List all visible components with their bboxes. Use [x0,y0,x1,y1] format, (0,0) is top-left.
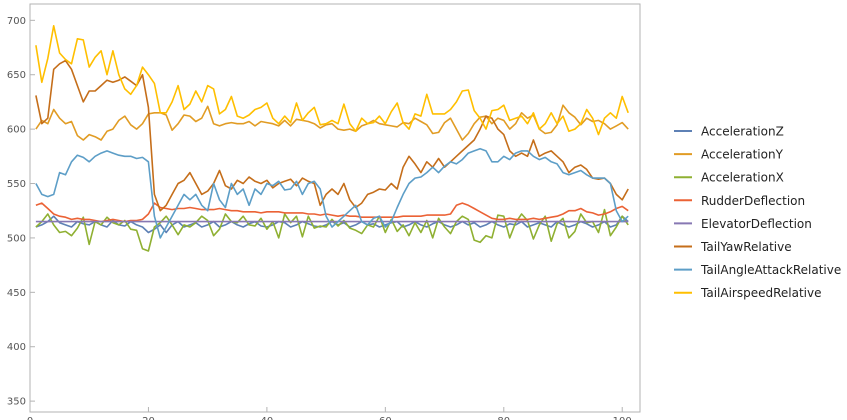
y-tick-label: 600 [7,125,26,136]
legend-label: RudderDeflection [701,194,805,208]
y-tick-label: 650 [7,70,26,81]
series-line-tailangleattackrelative [35,147,629,239]
x-tick-label: 100 [613,416,632,420]
legend-label: TailYawRelative [700,240,792,254]
legend-label: AccelerationX [701,171,784,185]
series-line-rudderdeflection [35,202,629,223]
y-tick-label: 500 [7,233,26,244]
plot-frame [29,3,641,413]
y-axis: 350 400 450 500 550 600 650 700 [7,16,35,408]
legend-label: TailAirspeedRelative [700,286,822,300]
x-axis: 0 20 40 60 80 100 [27,407,632,420]
x-tick-label: 40 [261,416,274,420]
series-line-tailairspeedrelative [35,24,629,136]
series-line-accelerationx [35,208,629,252]
y-tick-label: 550 [7,179,26,190]
series-line-accelerationy [35,104,629,141]
legend: AccelerationZ AccelerationY AccelerationX R… [674,125,841,300]
x-tick-label: 80 [497,416,510,420]
legend-label: AccelerationY [701,148,784,162]
y-tick-label: 450 [7,288,26,299]
y-tick-label: 400 [7,342,26,353]
x-tick-label: 0 [27,416,33,420]
y-tick-label: 350 [7,397,26,408]
x-tick-label: 20 [142,416,155,420]
legend-label: TailAngleAttackRelative [700,263,841,277]
legend-label: AccelerationZ [701,125,784,139]
y-tick-label: 700 [7,16,26,27]
legend-label: ElevatorDeflection [701,217,812,231]
series-line-tailyawrelative [35,59,629,212]
x-tick-label: 60 [379,416,392,420]
series-layer [35,24,629,252]
